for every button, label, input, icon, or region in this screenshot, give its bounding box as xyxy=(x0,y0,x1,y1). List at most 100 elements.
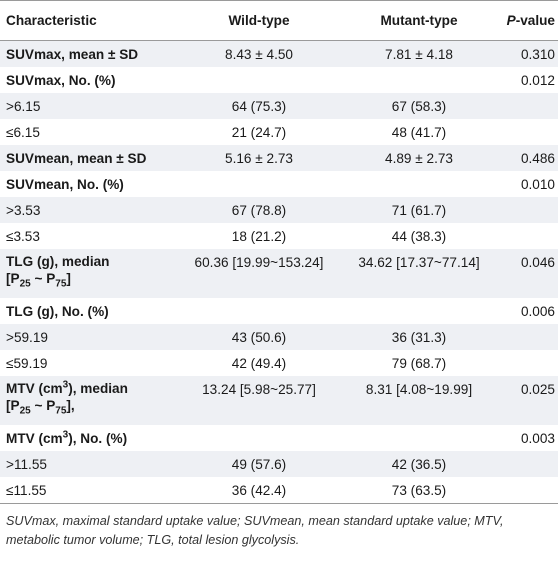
row-label: >11.55 xyxy=(6,456,47,472)
cell-mutant xyxy=(340,425,498,451)
label-part: ), median xyxy=(68,381,128,396)
label-part: ), No. (%) xyxy=(68,430,128,446)
cell-p xyxy=(498,477,558,504)
header-characteristic: Characteristic xyxy=(6,13,97,28)
table-row: MTV (cm3), median [P25 ~ P75], 13.24 [5.9… xyxy=(0,376,558,425)
table-row: SUVmean, mean ± SD 5.16 ± 2.73 4.89 ± 2.… xyxy=(0,145,558,171)
row-label-line1: MTV (cm3), median xyxy=(6,379,128,396)
cell-mutant: 67 (58.3) xyxy=(391,98,447,114)
cell-p: 0.003 xyxy=(520,430,555,446)
row-label: SUVmax, No. (%) xyxy=(6,72,116,88)
subscript: 75 xyxy=(55,405,67,417)
cell-mutant: 73 (63.5) xyxy=(340,477,498,504)
label-part: MTV (cm xyxy=(6,430,63,446)
table-row: SUVmax, mean ± SD 8.43 ± 4.50 7.81 ± 4.1… xyxy=(0,40,558,67)
header-p-italic: P xyxy=(506,13,516,28)
cell-wild xyxy=(178,298,340,324)
characteristics-table: Characteristic Wild-type Mutant-type P-v… xyxy=(0,0,558,504)
cell-wild: 21 (24.7) xyxy=(231,124,287,140)
superscript: 3 xyxy=(62,428,69,440)
table-row: TLG (g), median [P25 ~ P75] 60.36 [19.99~… xyxy=(0,249,558,298)
label-part: MTV (cm xyxy=(6,381,63,396)
cell-p: 0.012 xyxy=(520,72,555,88)
cell-wild: 13.24 [5.98~25.77] xyxy=(202,382,316,397)
row-label: MTV (cm3), No. (%) xyxy=(0,425,178,451)
cell-wild xyxy=(178,171,340,197)
cell-mutant: 79 (68.7) xyxy=(391,355,447,371)
table-footnote: SUVmax, maximal standard uptake value; S… xyxy=(6,514,504,547)
cell-wild xyxy=(178,425,340,451)
table-row: ≤6.15 21 (24.7) 48 (41.7) xyxy=(0,119,558,145)
row-label: >59.19 xyxy=(6,329,48,345)
table-container: Characteristic Wild-type Mutant-type P-v… xyxy=(0,0,558,547)
cell-mutant: 34.62 [17.37~77.14] xyxy=(358,255,480,270)
header-wild-type: Wild-type xyxy=(228,13,290,28)
row-label: ≤11.55 xyxy=(0,477,178,504)
table-row: SUVmax, No. (%) 0.012 xyxy=(0,67,558,93)
table-row: >3.53 67 (78.8) 71 (61.7) xyxy=(0,197,558,223)
cell-p: 0.006 xyxy=(520,303,555,319)
cell-mutant: 7.81 ± 4.18 xyxy=(385,46,453,62)
cell-mutant xyxy=(340,298,498,324)
cell-p xyxy=(498,451,558,477)
row-label-line2: [P25 ~ P75] xyxy=(6,271,71,289)
cell-p: 0.310 xyxy=(520,46,555,62)
superscript: 3 xyxy=(62,379,69,391)
cell-wild: 49 (57.6) xyxy=(231,456,287,472)
table-row: >6.15 64 (75.3) 67 (58.3) xyxy=(0,93,558,119)
cell-mutant xyxy=(340,67,498,93)
table-row: ≤11.55 36 (42.4) 73 (63.5) xyxy=(0,477,558,504)
table-row: SUVmean, No. (%) 0.010 xyxy=(0,171,558,197)
row-label: ≤3.53 xyxy=(6,228,40,244)
subscript: 25 xyxy=(19,278,31,290)
label-part: ] xyxy=(66,271,71,286)
cell-mutant: 36 (31.3) xyxy=(391,329,447,345)
cell-mutant xyxy=(340,171,498,197)
label-part: ~ P xyxy=(30,271,56,286)
cell-mutant: 4.89 ± 2.73 xyxy=(385,150,453,166)
cell-wild: 36 (42.4) xyxy=(178,477,340,504)
row-label: SUVmean, No. (%) xyxy=(6,176,124,192)
cell-p xyxy=(498,93,558,119)
cell-wild: 60.36 [19.99~153.24] xyxy=(194,255,324,270)
header-mutant-type: Mutant-type xyxy=(380,13,458,28)
cell-wild: 5.16 ± 2.73 xyxy=(225,150,293,166)
cell-mutant: 48 (41.7) xyxy=(391,124,447,140)
cell-p xyxy=(498,119,558,145)
cell-wild: 18 (21.2) xyxy=(231,228,287,244)
header-p-value: P-value xyxy=(498,1,558,41)
cell-wild: 8.43 ± 4.50 xyxy=(225,46,293,62)
row-label: TLG (g), No. (%) xyxy=(6,303,109,319)
label-part: [P xyxy=(6,271,20,286)
row-label: MTV (cm3), median [P25 ~ P75], xyxy=(0,376,178,425)
cell-wild: 43 (50.6) xyxy=(231,329,287,345)
cell-wild xyxy=(178,67,340,93)
cell-mutant: 42 (36.5) xyxy=(391,456,447,472)
table-row: MTV (cm3), No. (%) 0.003 xyxy=(0,425,558,451)
table-row: ≤3.53 18 (21.2) 44 (38.3) xyxy=(0,223,558,249)
cell-p: 0.046 xyxy=(520,255,555,270)
table-row: >59.19 43 (50.6) 36 (31.3) xyxy=(0,324,558,350)
row-label: TLG (g), median [P25 ~ P75] xyxy=(0,249,178,298)
label-part: ], xyxy=(66,398,75,413)
row-label: >6.15 xyxy=(6,98,41,114)
cell-wild: 67 (78.8) xyxy=(231,202,287,218)
cell-p xyxy=(498,324,558,350)
cell-p: 0.025 xyxy=(520,382,555,397)
cell-p xyxy=(498,223,558,249)
row-label: ≤6.15 xyxy=(6,124,40,140)
header-p-rest: -value xyxy=(515,13,555,28)
table-header-row: Characteristic Wild-type Mutant-type P-v… xyxy=(0,0,558,41)
cell-p: 0.010 xyxy=(520,176,555,192)
row-label: ≤59.19 xyxy=(6,355,48,371)
cell-wild: 42 (49.4) xyxy=(231,355,287,371)
row-label: >3.53 xyxy=(6,202,41,218)
label-part: ~ P xyxy=(30,398,56,413)
cell-wild: 64 (75.3) xyxy=(231,98,287,114)
row-label: SUVmax, mean ± SD xyxy=(6,46,139,62)
row-label: SUVmean, mean ± SD xyxy=(6,150,147,166)
label-part: [P xyxy=(6,398,20,413)
cell-mutant: 44 (38.3) xyxy=(391,228,447,244)
row-label-line1: TLG (g), median xyxy=(6,254,110,269)
cell-p: 0.486 xyxy=(520,150,555,166)
